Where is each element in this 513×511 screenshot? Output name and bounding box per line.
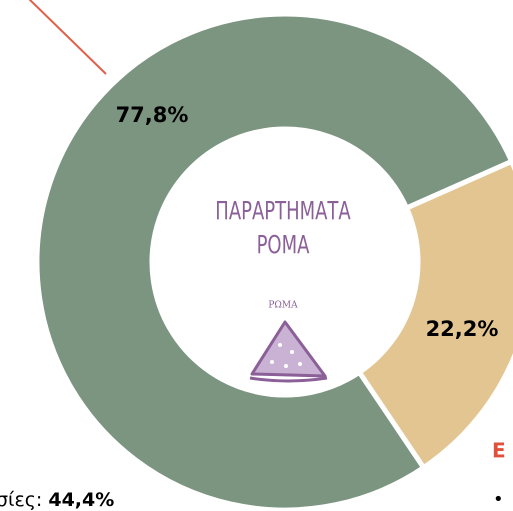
leader-line <box>28 0 106 74</box>
side-note-label: σίες: <box>0 489 42 511</box>
chart: ΠΑΡΑΡΤΗΜΑΤΑ ΡΟΜΑ ΡΩΜΑ 77,8% 22,2% σίες: … <box>0 0 513 511</box>
side-note-value: 44,4% <box>48 489 114 511</box>
center-subtitle: ΡΟΜΑ <box>257 231 310 260</box>
value-label: 22,2% <box>426 317 499 341</box>
page: ΠΑΡΑΡΤΗΜΑΤΑ ΡΟΜΑ ΡΩΜΑ 77,8% 22,2% σίες: … <box>0 0 513 511</box>
side-heading: Ε <box>492 439 506 463</box>
pizza-icon: ΡΩΜΑ <box>250 301 327 382</box>
center-title: ΠΑΡΑΡΤΗΜΑΤΑ <box>215 197 350 226</box>
side-note: σίες: 44,4% <box>0 489 114 511</box>
bullet: • <box>493 489 504 510</box>
value-label: 77,8% <box>116 103 189 127</box>
icon-label: ΡΩΜΑ <box>268 301 298 311</box>
slices <box>37 14 513 510</box>
